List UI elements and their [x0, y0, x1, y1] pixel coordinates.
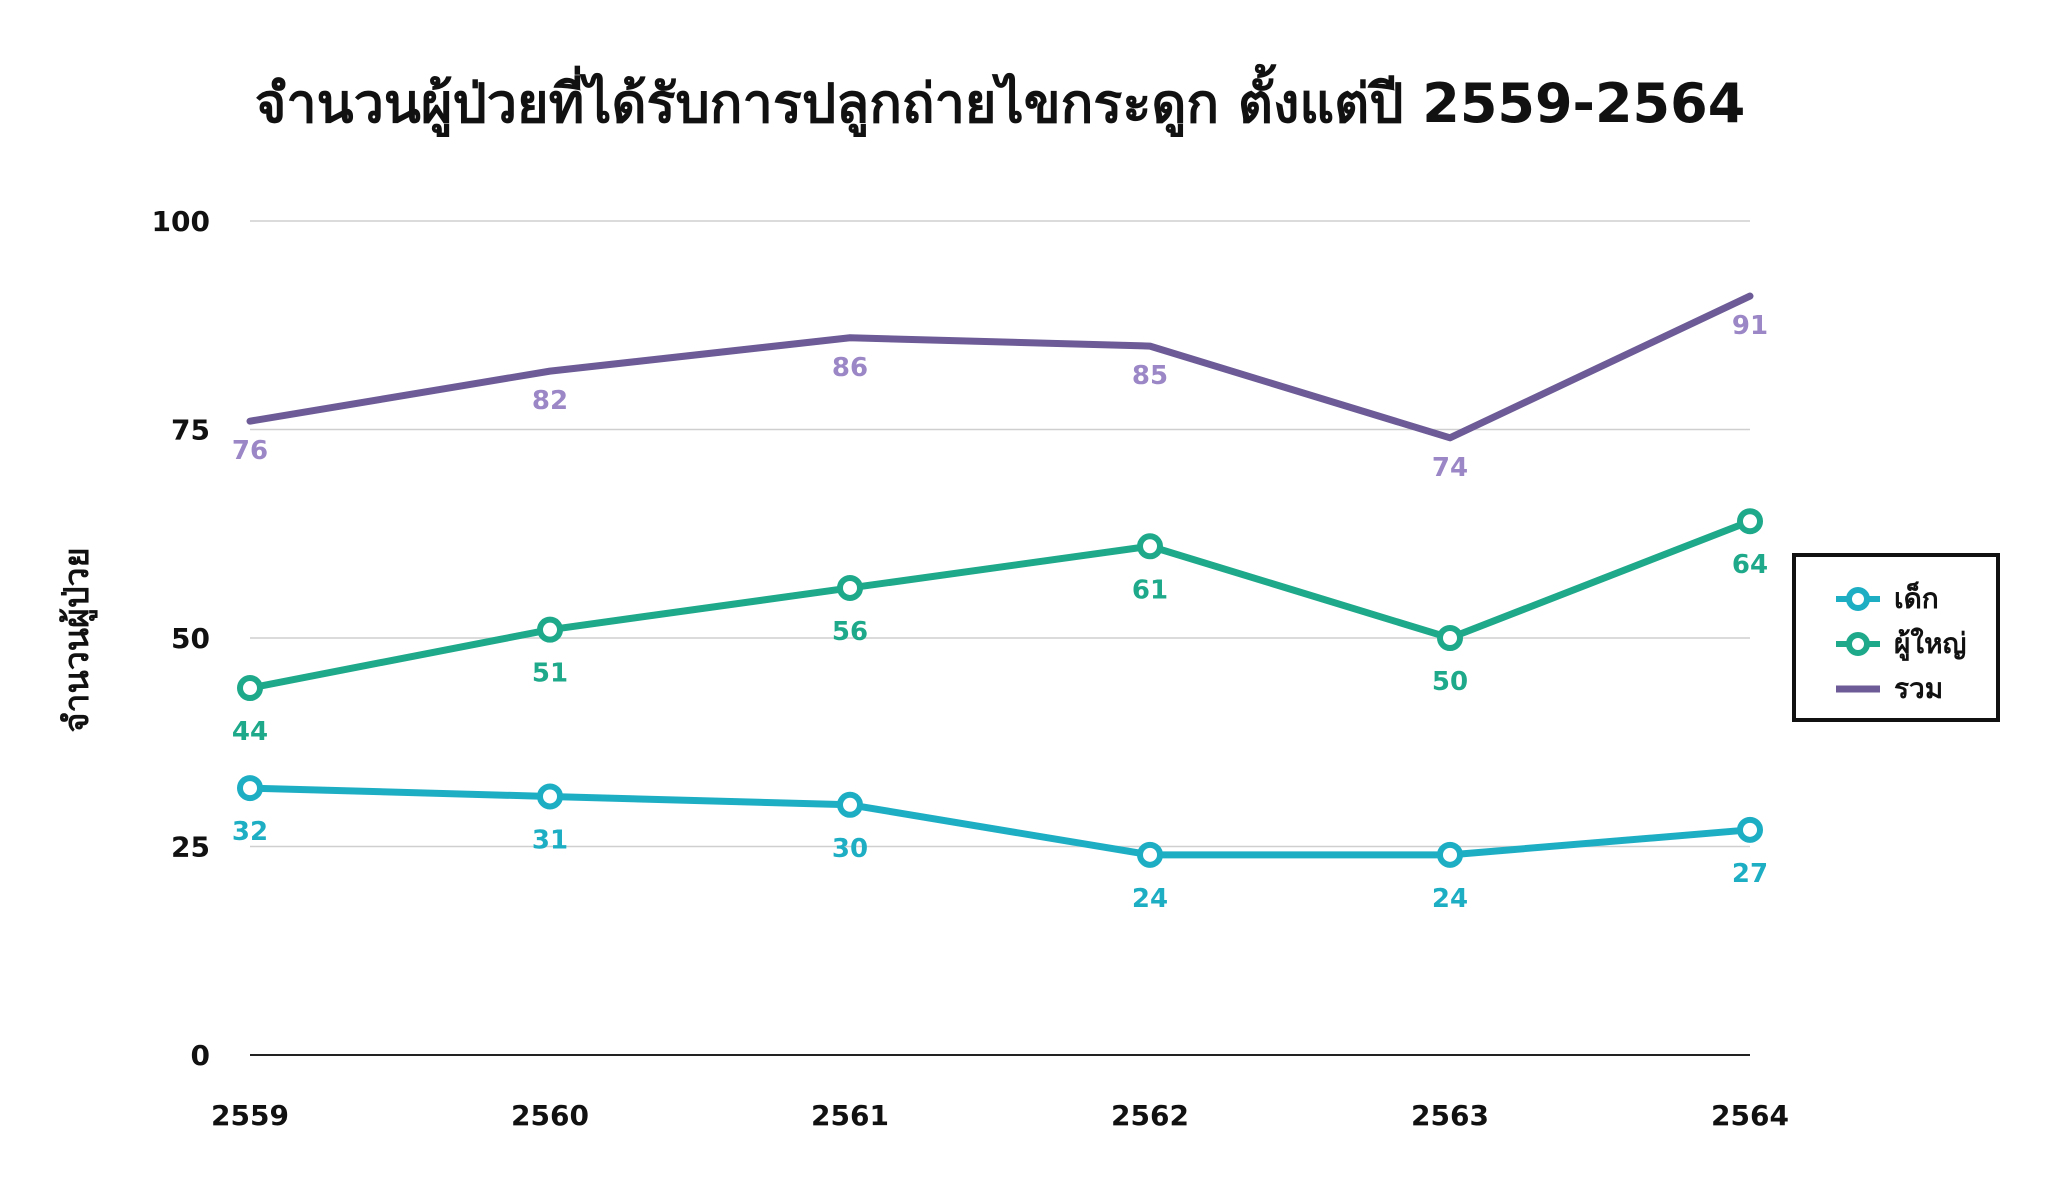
data-label: 44	[232, 717, 268, 747]
data-label: 51	[532, 659, 568, 689]
legend-label-children: เด็ก	[1894, 582, 1939, 615]
data-point	[1437, 841, 1463, 868]
x-tick-label: 2563	[1411, 1099, 1489, 1132]
y-tick-label: 75	[171, 414, 210, 447]
legend: เด็ก ผู้ใหญ่ รวม	[1792, 553, 2000, 722]
chart-title: จำนวนผู้ป่วยที่ได้รับการปลูกถ่ายไขกระดูก…	[254, 72, 1746, 135]
data-label: 27	[1732, 859, 1768, 889]
data-label: 85	[1132, 361, 1168, 391]
series-line-1	[246, 517, 1754, 692]
data-point	[237, 675, 263, 702]
data-point	[1137, 841, 1163, 868]
data-label: 61	[1132, 575, 1168, 605]
data-point	[237, 775, 263, 802]
series-lines	[237, 292, 1763, 868]
data-label: 76	[232, 436, 268, 466]
y-tick-label: 0	[191, 1039, 210, 1072]
series-line-2	[246, 292, 1754, 442]
legend-marker-adults	[1836, 629, 1880, 659]
x-tick-label: 2561	[811, 1099, 889, 1132]
data-point	[537, 616, 563, 643]
data-point	[1137, 533, 1163, 560]
y-axis-label: จำนวนผู้ป่วย	[57, 547, 98, 732]
x-tick-label: 2559	[211, 1099, 289, 1132]
data-label: 24	[1132, 884, 1168, 914]
legend-marker-total	[1836, 674, 1880, 704]
legend-label-total: รวม	[1894, 672, 1944, 705]
y-axis-ticks: 0 25 50 75 100	[152, 205, 210, 1072]
legend-item-children: เด็ก	[1836, 579, 1939, 619]
data-label: 30	[832, 834, 868, 864]
data-point	[1737, 816, 1763, 843]
data-label: 86	[832, 353, 868, 383]
data-point	[837, 574, 863, 601]
y-tick-label: 100	[152, 205, 210, 238]
x-tick-label: 2564	[1711, 1099, 1789, 1132]
legend-marker-children	[1836, 584, 1880, 614]
y-tick-label: 50	[171, 622, 210, 655]
data-label: 91	[1732, 311, 1768, 341]
data-label: 82	[532, 386, 568, 416]
legend-item-adults: ผู้ใหญ่	[1836, 624, 1966, 664]
x-tick-label: 2560	[511, 1099, 589, 1132]
data-point	[837, 791, 863, 818]
x-axis-ticks: 2559 2560 2561 2562 2563 2564	[211, 1099, 1789, 1132]
data-label: 64	[1732, 550, 1768, 580]
data-point	[537, 783, 563, 810]
data-label: 56	[832, 617, 868, 647]
legend-label-adults: ผู้ใหญ่	[1894, 627, 1967, 660]
series-line-0	[246, 784, 1754, 859]
data-label: 24	[1432, 884, 1468, 914]
data-point	[1737, 508, 1763, 535]
y-tick-label: 25	[171, 831, 210, 864]
data-label: 50	[1432, 667, 1468, 697]
data-label: 74	[1432, 453, 1468, 483]
data-labels: 76 82 86 85 74 91 44 51 56 61 50 64 32 31 30 24 24 27	[232, 311, 1768, 914]
data-point	[1437, 625, 1463, 651]
data-label: 32	[232, 817, 268, 847]
x-tick-label: 2562	[1111, 1099, 1189, 1132]
gridlines	[250, 220, 1750, 1056]
legend-item-total: รวม	[1836, 669, 1943, 709]
data-label: 31	[532, 825, 568, 855]
